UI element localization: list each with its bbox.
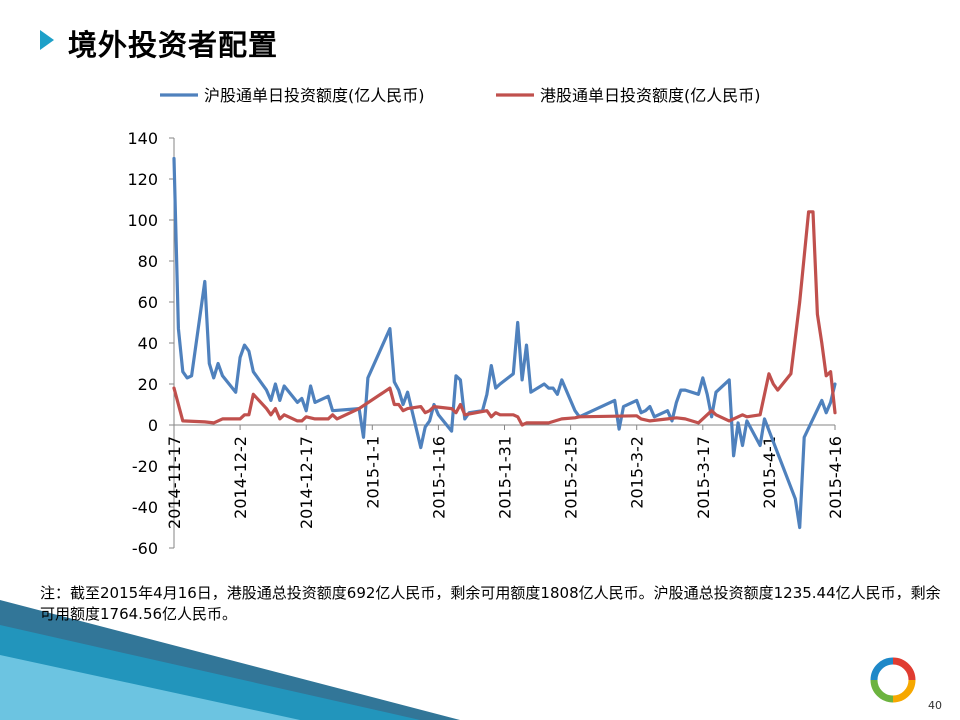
y-tick-label: -40 (132, 498, 158, 517)
x-tick-label: 2015-1-16 (429, 436, 448, 519)
x-tick-label: 2015-3-2 (628, 436, 647, 509)
x-tick-label: 2014-12-2 (231, 436, 250, 519)
y-tick-label: 20 (138, 375, 158, 394)
legend-label-1: 沪股通单日投资额度(亿人民币) (204, 86, 425, 105)
x-tick-label: 2015-4-1 (760, 436, 779, 509)
x-tick-label: 2015-4-16 (826, 436, 845, 519)
x-tick-label: 2015-2-15 (562, 436, 581, 519)
x-tick-label: 2015-3-17 (694, 436, 713, 519)
y-tick-label: 40 (138, 334, 158, 353)
y-tick-label: 60 (138, 293, 158, 312)
series-line-1 (172, 156, 837, 530)
title-arrow-icon (40, 30, 54, 50)
y-tick-label: 80 (138, 252, 158, 271)
x-tick-label: 2014-12-17 (297, 436, 316, 529)
company-logo-icon (870, 657, 916, 703)
y-tick-label: 120 (127, 170, 158, 189)
x-tick-label: 2014-11-17 (165, 436, 184, 529)
y-tick-label: 100 (127, 211, 158, 230)
x-tick-label: 2015-1-31 (496, 436, 515, 519)
page-number: 40 (928, 699, 942, 712)
y-tick-label: 0 (148, 416, 158, 435)
legend-label-2: 港股通单日投资额度(亿人民币) (540, 86, 761, 105)
x-tick-label: 2015-1-1 (363, 436, 382, 509)
slide-title: 境外投资者配置 (68, 28, 279, 62)
y-tick-label: 140 (127, 129, 158, 148)
y-tick-label: -60 (132, 539, 158, 558)
series-line-2 (172, 210, 837, 427)
y-tick-label: -20 (132, 457, 158, 476)
footnote: 注：截至2015年4月16日，港股通总投资额度692亿人民币，剩余可用额度180… (40, 584, 941, 623)
